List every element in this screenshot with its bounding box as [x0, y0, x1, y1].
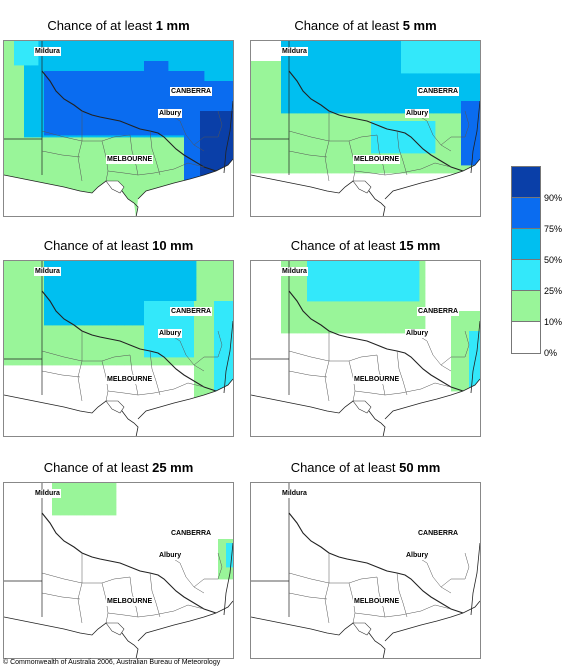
legend-label-0: 0% [544, 348, 558, 358]
place-label-melbourne: MELBOURNE [353, 597, 401, 606]
place-label-melbourne: MELBOURNE [353, 375, 401, 384]
panel-title: Chance of at least 50 mm [290, 460, 441, 475]
rainfall-map: Mildura CANBERRA Albury MELBOURNE [250, 482, 481, 659]
panel-title: Chance of at least 1 mm [47, 18, 190, 33]
place-label-canberra: CANBERRA [170, 307, 213, 316]
rainfall-map-graphic [4, 261, 233, 436]
place-label-mildura: Mildura [281, 267, 308, 276]
place-label-albury: Albury [158, 551, 183, 560]
rainfall-map-graphic [251, 483, 480, 658]
rainfall-map-graphic [4, 483, 233, 658]
place-label-albury: Albury [158, 109, 183, 118]
place-label-albury: Albury [405, 329, 430, 338]
rainfall-map-graphic [4, 41, 233, 216]
legend-swatch-25 [511, 259, 541, 291]
rainfall-map-graphic [251, 41, 480, 216]
panel-title: Chance of at least 5 mm [294, 18, 437, 33]
place-label-canberra: CANBERRA [417, 529, 460, 538]
panel-title: Chance of at least 25 mm [43, 460, 194, 475]
rainfall-map-graphic [251, 261, 480, 436]
legend-swatch-90 [511, 166, 541, 198]
place-label-mildura: Mildura [281, 47, 308, 56]
place-label-mildura: Mildura [34, 267, 61, 276]
place-label-melbourne: MELBOURNE [106, 597, 154, 606]
legend-label-10: 10% [544, 317, 563, 327]
copyright-notice: © Commonwealth of Australia 2006, Austra… [3, 659, 221, 666]
place-label-mildura: Mildura [281, 489, 308, 498]
place-label-canberra: CANBERRA [417, 87, 460, 96]
place-label-mildura: Mildura [34, 489, 61, 498]
panel-title: Chance of at least 15 mm [290, 238, 441, 253]
legend-label-75: 75% [544, 224, 563, 234]
place-label-mildura: Mildura [34, 47, 61, 56]
legend-swatch-75 [511, 197, 541, 229]
place-label-melbourne: MELBOURNE [106, 375, 154, 384]
place-label-albury: Albury [405, 109, 430, 118]
place-label-melbourne: MELBOURNE [106, 155, 154, 164]
place-label-canberra: CANBERRA [417, 307, 460, 316]
rainfall-map: Mildura CANBERRA Albury MELBOURNE [3, 40, 234, 217]
place-label-canberra: CANBERRA [170, 87, 213, 96]
rainfall-map: Mildura CANBERRA Albury MELBOURNE [250, 260, 481, 437]
legend-label-90: 90% [544, 193, 563, 203]
legend-label-50: 50% [544, 255, 563, 265]
rainfall-map: Mildura CANBERRA Albury MELBOURNE [3, 482, 234, 659]
place-label-melbourne: MELBOURNE [353, 155, 401, 164]
legend-swatch-10 [511, 290, 541, 322]
rainfall-map: Mildura CANBERRA Albury MELBOURNE [3, 260, 234, 437]
panel-title: Chance of at least 10 mm [43, 238, 194, 253]
place-label-albury: Albury [405, 551, 430, 560]
probability-legend: 90% 75% 50% 25% 10% 0% [511, 166, 570, 358]
place-label-albury: Albury [158, 329, 183, 338]
legend-swatch-0 [511, 321, 541, 354]
legend-swatch-50 [511, 228, 541, 260]
rainfall-map: Mildura CANBERRA Albury MELBOURNE [250, 40, 481, 217]
legend-label-25: 25% [544, 286, 563, 296]
place-label-canberra: CANBERRA [170, 529, 213, 538]
